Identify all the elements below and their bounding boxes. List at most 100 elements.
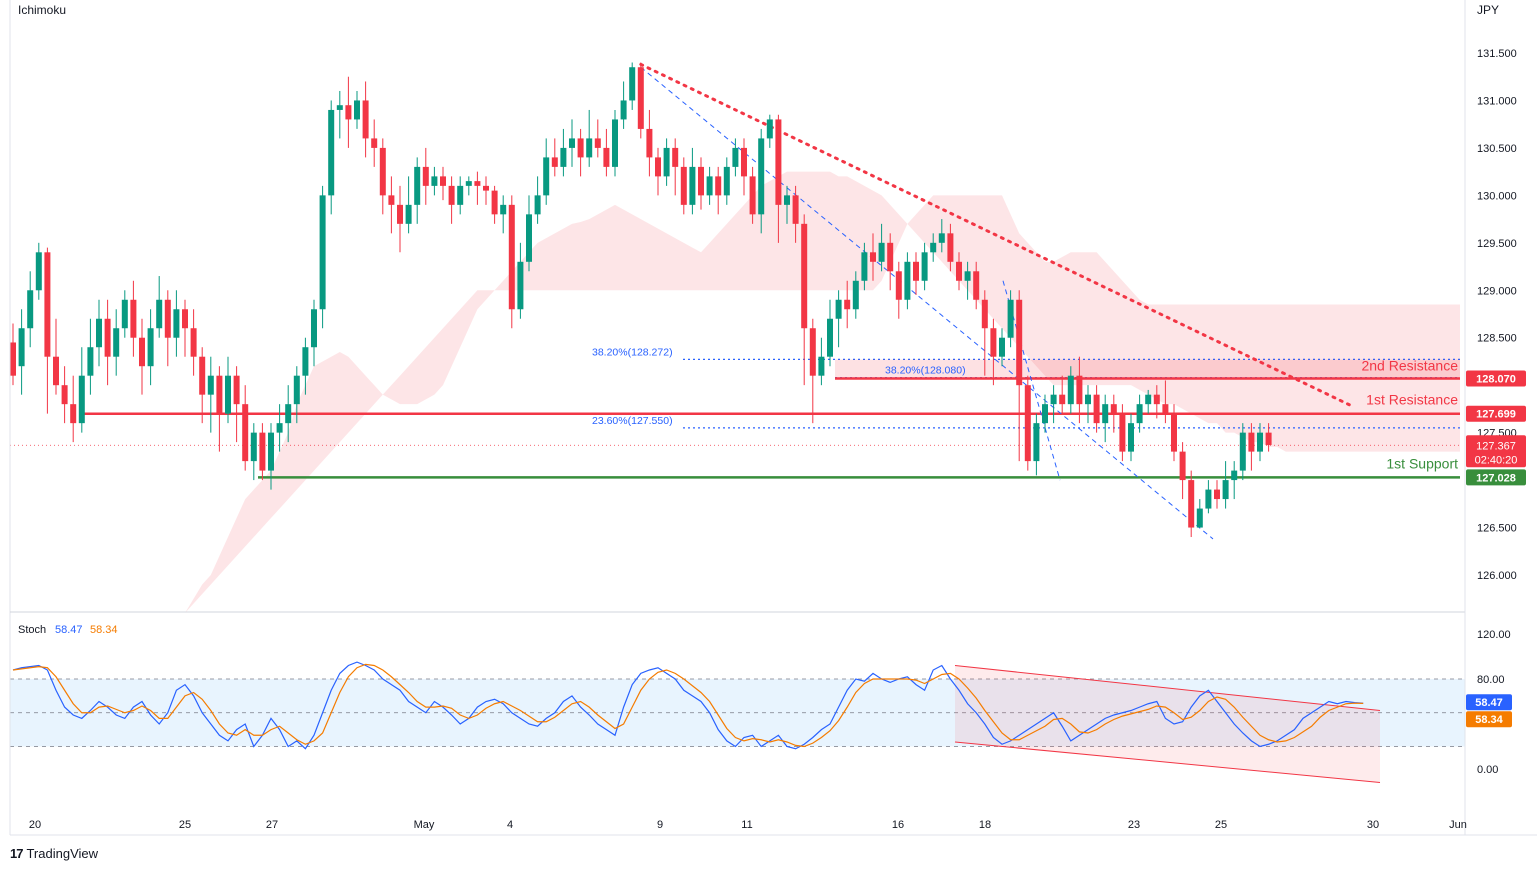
candle-body: [930, 242, 937, 253]
candle-body: [225, 375, 231, 414]
candle-body: [680, 166, 687, 205]
level-label-2nd-resistance: 2nd Resistance: [1361, 358, 1458, 374]
candle-body: [629, 67, 636, 101]
fib-level-label: 23.60%(127.550): [592, 415, 673, 427]
price-tick-label: 130.500: [1477, 143, 1517, 155]
candle-body: [1231, 470, 1238, 481]
stoch-d-line: [12, 663, 1364, 748]
time-tick-label: 25: [179, 819, 191, 831]
candle-body: [1188, 480, 1195, 528]
candle-body: [414, 166, 421, 205]
candle-body: [938, 233, 945, 243]
candle-body: [1222, 480, 1229, 500]
dashed-projection: [640, 66, 1214, 540]
candle-body: [483, 185, 489, 191]
candle-body: [259, 432, 266, 471]
time-tick-label: 27: [266, 819, 278, 831]
candle-body: [10, 342, 16, 376]
candle-body: [1110, 404, 1117, 414]
candle-body: [672, 147, 679, 167]
candle-body: [87, 347, 94, 376]
time-tick-label: 18: [979, 819, 991, 831]
candle-body: [775, 119, 782, 205]
stoch-channel-lower: [954, 741, 1381, 783]
candle-body: [844, 299, 851, 310]
candle-body: [1007, 299, 1014, 338]
candle-body: [526, 214, 532, 262]
candle-body: [1179, 451, 1186, 481]
candle-body: [1196, 508, 1203, 528]
candle-body: [276, 423, 283, 433]
candle-body: [646, 128, 653, 158]
dashed-projection: [1002, 280, 1061, 481]
tradingview-logo-icon: 17: [10, 846, 24, 861]
candle-body: [448, 185, 455, 205]
candle-body: [1145, 394, 1152, 405]
candle-body: [173, 309, 180, 338]
candle-body: [1016, 299, 1023, 386]
stoch-title: Stoch: [18, 624, 46, 636]
candle-body: [964, 271, 971, 281]
candle-body: [663, 147, 670, 177]
candle-body: [1033, 423, 1040, 462]
price-tick-label: 131.500: [1477, 48, 1517, 60]
candle-body: [190, 328, 197, 357]
candle-body: [792, 195, 799, 224]
price-tick-label: 126.500: [1477, 523, 1517, 535]
candle-body: [121, 299, 128, 329]
stoch-k-tag-text: 58.47: [1475, 697, 1503, 709]
candle-body: [465, 181, 472, 186]
time-tick-label: 23: [1128, 819, 1140, 831]
candle-body: [233, 375, 240, 405]
candle-body: [78, 375, 85, 424]
candle-body: [1128, 423, 1134, 452]
downtrend-line: [639, 62, 1354, 408]
candle-body: [104, 318, 111, 357]
price-tick-label: 129.000: [1477, 285, 1517, 297]
candle-body: [35, 252, 42, 291]
candle-body: [113, 328, 120, 357]
candle-body: [551, 157, 558, 167]
candle-body: [1093, 394, 1100, 424]
candle-body: [947, 233, 954, 262]
candle-body: [904, 261, 911, 300]
stoch-d-value: 58.34: [90, 624, 118, 636]
candle-body: [655, 157, 661, 177]
time-tick-label: Jun: [1449, 819, 1467, 831]
candle-body: [250, 432, 257, 462]
price-pane[interactable]: [10, 62, 1460, 613]
candle-body: [569, 138, 575, 148]
candle-body: [878, 242, 885, 262]
candle-body: [818, 356, 825, 376]
candle-body: [1067, 375, 1074, 405]
time-tick-label: 9: [657, 819, 663, 831]
tradingview-brand[interactable]: 17 TradingView: [10, 846, 98, 861]
candle-body: [457, 185, 464, 205]
currency-label: JPY: [1477, 3, 1500, 17]
price-tag-1st-resistance-text: 127.699: [1476, 409, 1516, 421]
candle-body: [1153, 394, 1160, 405]
candle-body: [1257, 432, 1263, 452]
candle-body: [302, 347, 309, 376]
candle-body: [1076, 375, 1083, 405]
stoch-d-tag: [1466, 711, 1512, 728]
candle-body: [147, 328, 154, 367]
candle-body: [440, 176, 446, 186]
candle-body: [835, 299, 842, 319]
stoch-tick-label: 80.00: [1477, 674, 1505, 686]
candle-body: [27, 290, 34, 329]
brand-name: TradingView: [26, 846, 99, 861]
labels: 38.20%(128.272) 23.60%(127.550) 38.20%(128…: [18, 346, 1458, 636]
candle-body: [431, 176, 438, 186]
price-tick-label: 129.500: [1477, 238, 1517, 250]
stochastic-pane[interactable]: [10, 661, 1465, 783]
candle-body: [70, 404, 77, 424]
candle-body: [1024, 385, 1031, 462]
candle-body: [543, 157, 550, 196]
stoch-channel-upper: [954, 665, 1381, 711]
candle-body: [1239, 432, 1246, 471]
candle-body: [345, 105, 352, 120]
candle-body: [1119, 413, 1126, 452]
time-tick-label: 4: [507, 819, 513, 831]
